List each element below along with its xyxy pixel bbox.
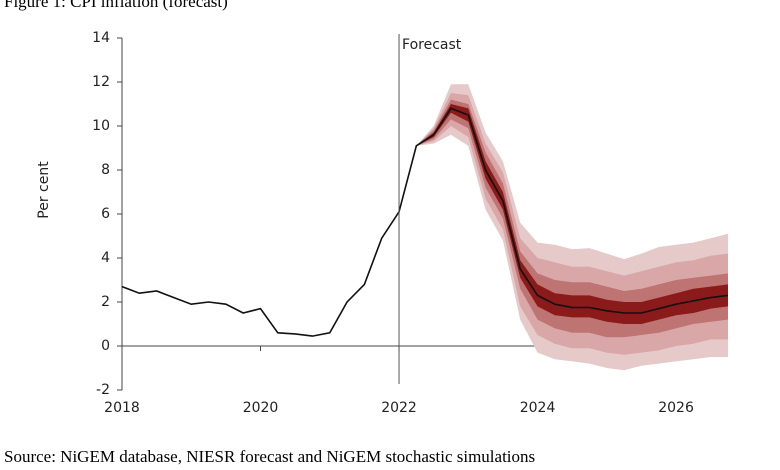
y-tick-label: 2 (101, 294, 110, 310)
y-tick-label: 12 (92, 74, 110, 90)
cpi-line (121, 107, 729, 337)
chart-title: Figure 1: CPI inflation (forecast) (4, 0, 228, 11)
forecast-label: Forecast (402, 37, 462, 53)
y-tick-label: 6 (101, 206, 110, 222)
y-tick-label: -2 (96, 382, 110, 398)
fan-band (416, 104, 728, 324)
x-tick-label: 2018 (104, 400, 140, 416)
y-tick-label: 8 (101, 162, 110, 178)
x-tick-label: 2026 (658, 400, 694, 416)
y-tick-label: 10 (92, 118, 110, 134)
x-tick-label: 2022 (381, 400, 417, 416)
x-tick-label: 2020 (243, 400, 279, 416)
y-tick-label: 4 (101, 250, 110, 266)
y-axis-label: Per cent (36, 161, 52, 219)
x-tick-label: 2024 (520, 400, 556, 416)
y-tick-label: 0 (101, 338, 110, 354)
fan-band (416, 99, 728, 338)
y-tick-label: 14 (92, 30, 110, 46)
source-note: Source: NiGEM database, NIESR forecast a… (4, 447, 535, 466)
